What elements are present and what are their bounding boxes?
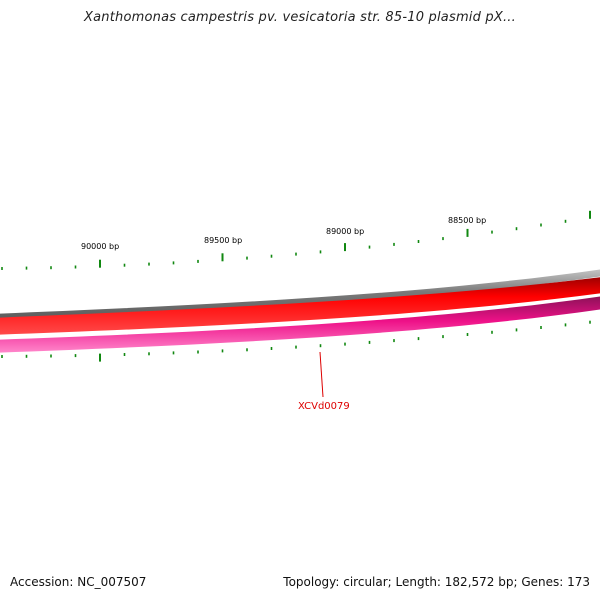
- tick-label-89000: 89000 bp: [326, 227, 364, 236]
- topology-summary: Topology: circular; Length: 182,572 bp; …: [283, 575, 590, 589]
- forward-strand-track[interactable]: [0, 276, 600, 335]
- map-title: Xanthomonas campestris pv. vesicatoria s…: [84, 10, 516, 25]
- tick-label-90000: 90000 bp: [81, 242, 119, 251]
- gene-label-xcvd0079[interactable]: XCVd0079: [298, 401, 350, 412]
- outer-ring-track: [0, 269, 600, 321]
- reverse-strand-track[interactable]: [0, 295, 600, 353]
- accession-text: Accession: NC_007507: [10, 575, 147, 589]
- tick-label-88500: 88500 bp: [448, 216, 486, 225]
- outer-tick-marks: [1, 210, 591, 270]
- gene-callout-line: [319, 351, 324, 398]
- inner-tick-marks: [1, 320, 591, 362]
- tick-label-89500: 89500 bp: [204, 236, 242, 245]
